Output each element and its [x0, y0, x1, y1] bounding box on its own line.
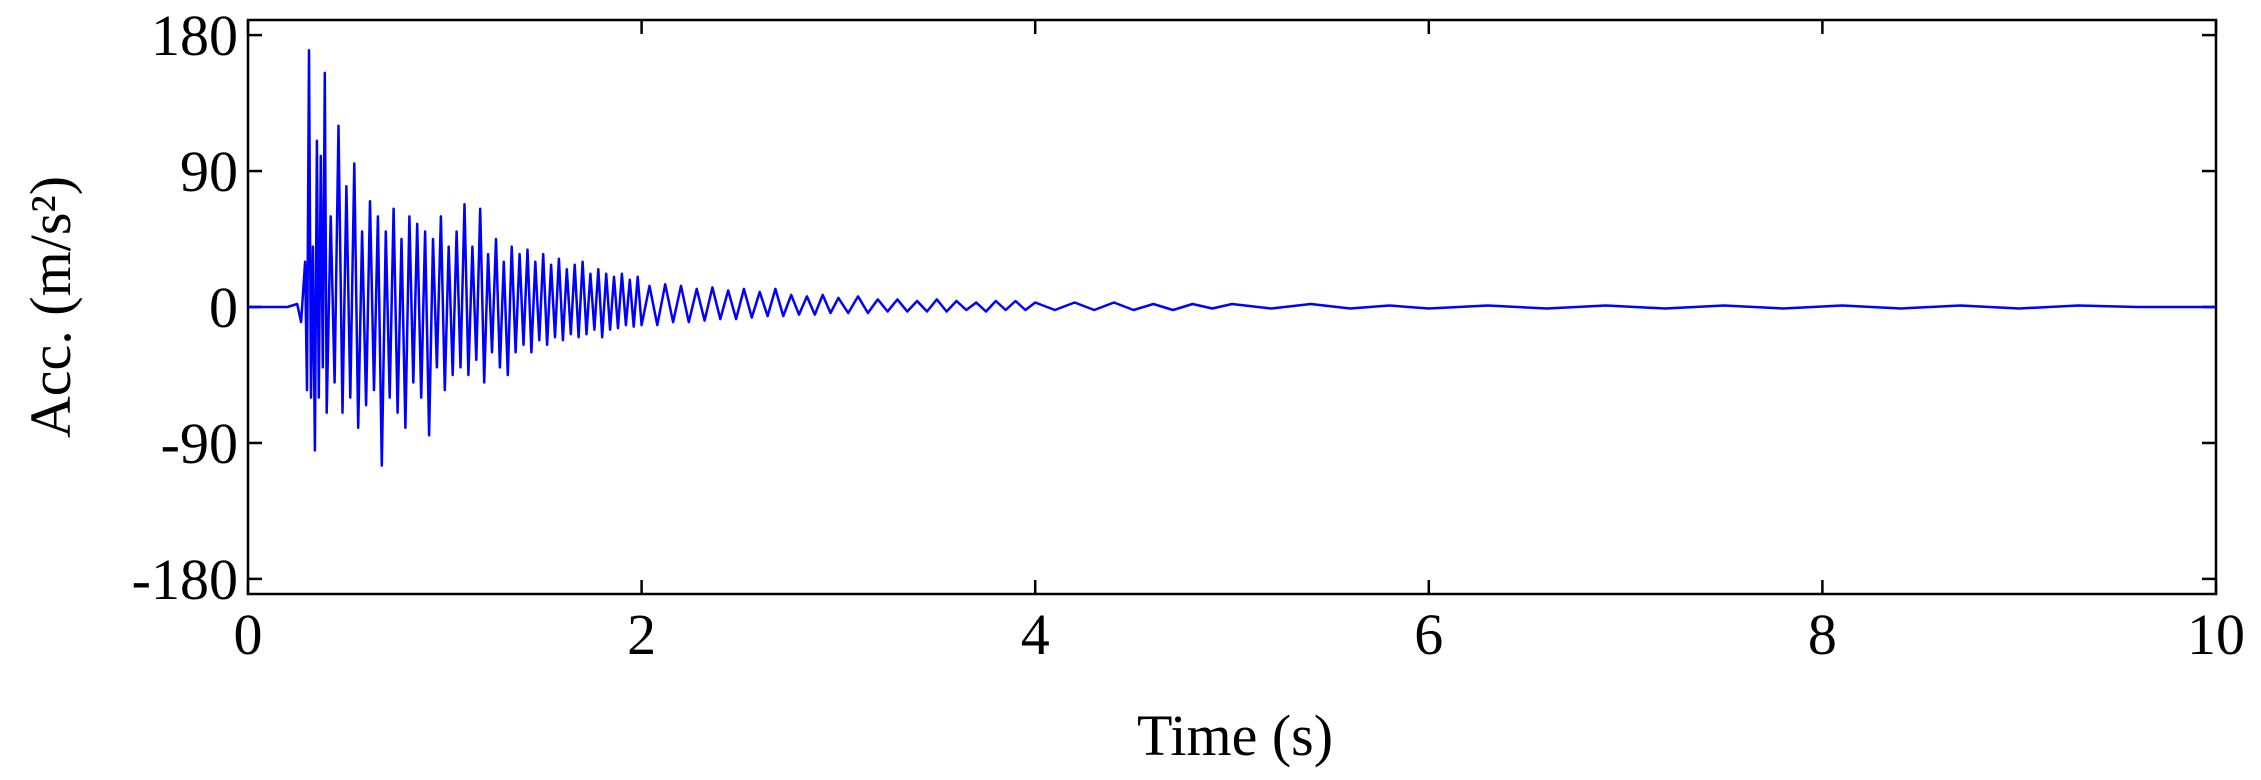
x-tick-label: 6	[1414, 602, 1443, 667]
y-tick-label: -180	[132, 547, 238, 612]
x-tick-label: 0	[234, 602, 263, 667]
x-tick-label: 2	[627, 602, 656, 667]
x-tick-label: 4	[1021, 602, 1050, 667]
y-tick-label: 180	[151, 3, 238, 68]
x-axis-label: Time (s)	[1137, 703, 1333, 768]
y-tick-label: -90	[161, 411, 238, 476]
y-tick-label: 0	[209, 275, 238, 340]
y-tick-label: 90	[180, 139, 238, 204]
x-tick-label: 8	[1808, 602, 1837, 667]
y-axis-label: Acc. (m/s²)	[18, 176, 83, 438]
x-tick-label: 10	[2187, 602, 2245, 667]
signal-line	[248, 48, 2216, 467]
